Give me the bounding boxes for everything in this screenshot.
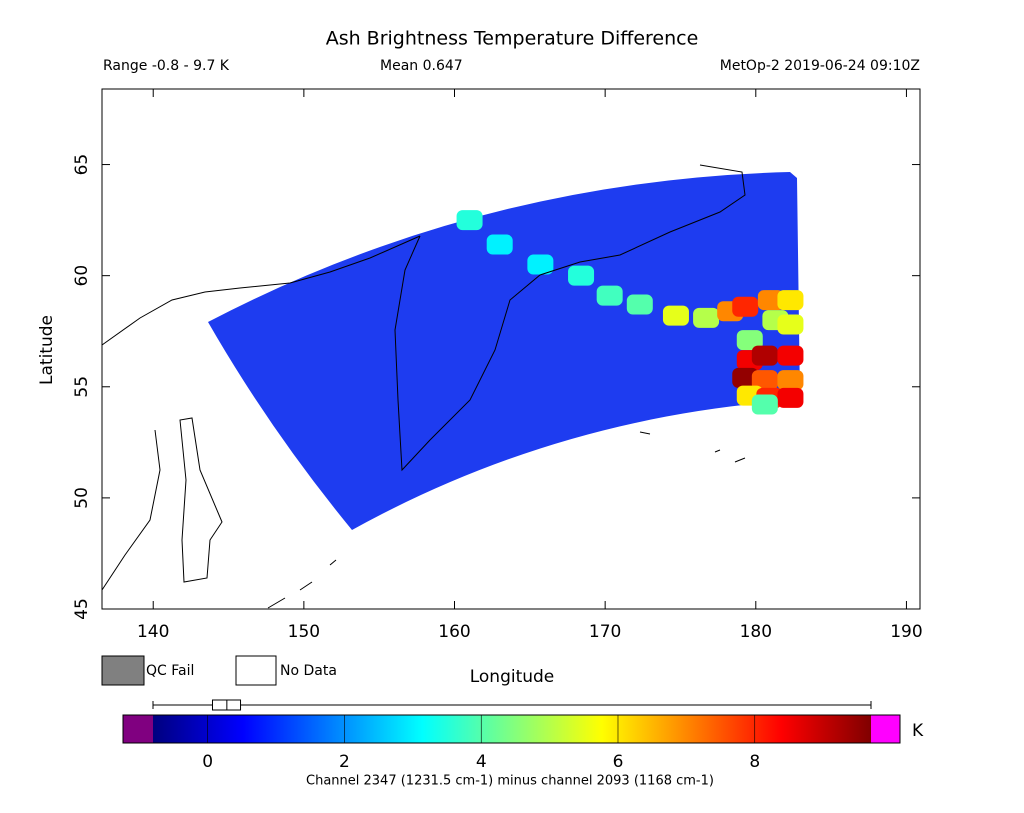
y-tick-label: 65	[72, 154, 92, 176]
coastline	[267, 431, 746, 609]
legend-swatch	[101, 655, 145, 686]
subtitle: MetOp-2 2019-06-24 09:10Z	[720, 58, 920, 74]
y-tick-label: 50	[72, 487, 92, 509]
plume-cell	[568, 265, 595, 286]
colorbar-tick-label: 4	[476, 752, 487, 772]
x-tick-label: 140	[137, 622, 169, 642]
footer: Channel 2347 (1231.5 cm-1) minus channel…	[306, 774, 714, 789]
legend-swatch	[235, 655, 277, 686]
colorbar-tick-label: 0	[202, 752, 213, 772]
x-axis-label: Longitude	[470, 667, 555, 687]
coastlines	[101, 164, 746, 609]
plume-cell	[662, 305, 689, 326]
colorbar-unit: K	[912, 721, 924, 741]
plume-cell	[751, 370, 778, 391]
x-tick-label: 170	[589, 622, 621, 642]
plume-cell	[777, 345, 804, 366]
plume-cell	[527, 254, 554, 275]
legend-label: No Data	[280, 663, 337, 679]
plume-cell	[777, 290, 804, 311]
legend: QC Fail No Data	[101, 655, 337, 686]
x-tick-label: 160	[438, 622, 470, 642]
colorbar-gradient	[153, 715, 871, 743]
plume-cell	[777, 387, 804, 408]
plume-cell	[693, 307, 720, 328]
x-tick-label: 180	[740, 622, 772, 642]
subtitle: Mean 0.647	[380, 58, 463, 74]
colorbar-tick-label: 2	[339, 752, 350, 772]
y-axis-label: Latitude	[37, 315, 57, 385]
x-tick-label: 190	[890, 622, 922, 642]
plume-cell	[777, 370, 804, 391]
plume-cell	[736, 330, 763, 351]
coastline	[101, 429, 161, 591]
chart-title: Ash Brightness Temperature Difference	[326, 28, 699, 50]
plume-cell	[456, 210, 483, 231]
plume-cell	[757, 290, 784, 311]
coastline	[394, 164, 746, 472]
plume-cell	[486, 234, 513, 255]
plot-frame	[101, 88, 921, 610]
plume-cell	[751, 394, 778, 415]
plume-cell	[732, 367, 759, 388]
legend-label: QC Fail	[146, 663, 194, 679]
plume-cell	[777, 314, 804, 335]
y-tick-label: 45	[72, 598, 92, 620]
plume-cells	[456, 210, 804, 415]
coastline	[179, 417, 223, 583]
swath-area	[208, 172, 800, 530]
plume-cell	[732, 296, 759, 317]
plume-cell	[596, 285, 623, 306]
colorbar-frame	[122, 714, 901, 744]
axes: 140 150 160 170 180 190 45 50 55 60 65	[72, 89, 923, 642]
y-tick-label: 55	[72, 376, 92, 398]
colorbar: 0 2 4 6 8 K	[122, 699, 924, 772]
coastline	[101, 235, 421, 346]
colorbar-tick-label: 8	[749, 752, 760, 772]
plume-cell	[626, 294, 653, 315]
swath	[208, 172, 800, 530]
y-tick-label: 60	[72, 265, 92, 287]
plume-cell	[751, 345, 778, 366]
x-tick-label: 150	[288, 622, 320, 642]
colorbar-over	[871, 715, 900, 743]
subtitle: Range -0.8 - 9.7 K	[103, 58, 230, 74]
colorbar-under	[123, 715, 153, 743]
colorbar-tick-label: 6	[613, 752, 624, 772]
